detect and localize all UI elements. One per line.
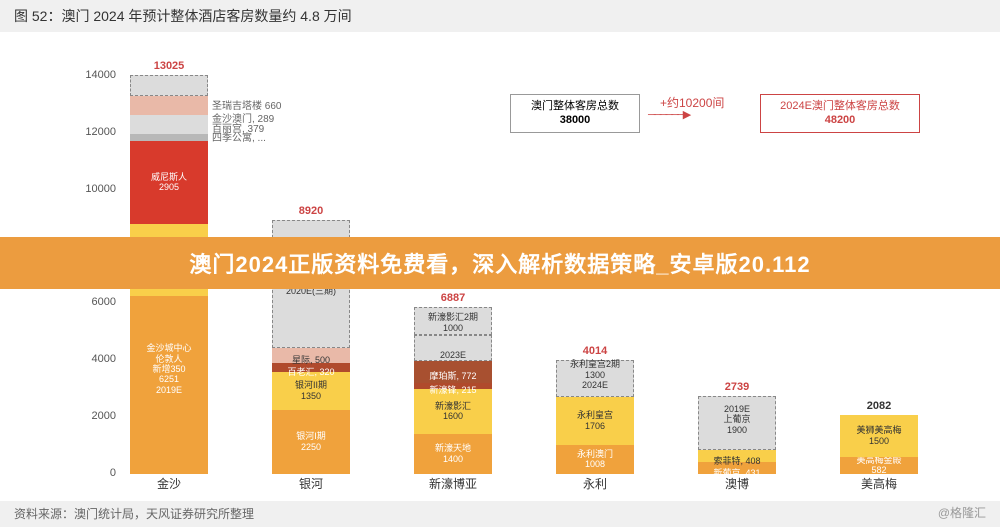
future-total: 4014 — [556, 345, 634, 357]
side-label: 金沙澳门, 289 — [212, 110, 274, 125]
segment-label: 新濠锋, 215 — [414, 385, 492, 395]
segment-label: 新濠影汇2期 1000 — [414, 312, 492, 333]
segment-label: 银河I期 2250 — [272, 431, 350, 452]
callout-title: 澳门整体客房总数 — [517, 99, 633, 113]
chart-title: 图 52：澳门 2024 年预计整体酒店客房数量约 4.8 万间 — [0, 0, 1000, 32]
category-label: 新濠博亚 — [414, 475, 492, 492]
segment-label: 永利皇宫2期 1300 2024E — [556, 359, 634, 390]
y-tick-label: 14000 — [60, 69, 116, 81]
segment-label: 新濠影汇 1600 — [414, 401, 492, 422]
future-total: 8920 — [272, 205, 350, 217]
category-label: 美高梅 — [840, 475, 918, 492]
segment-label: 摩珀斯, 772 — [414, 371, 492, 381]
now-total: 2082 — [840, 400, 918, 412]
future-total: 2739 — [698, 381, 776, 393]
segment — [130, 134, 208, 141]
overlay-banner: 澳门2024正版资料免费看，深入解析数据策略_安卓版20.112 — [0, 237, 1000, 289]
segment-label: 美高梅金殿 582 — [840, 455, 918, 476]
segment — [130, 96, 208, 115]
segment-label: 索菲特, 408 — [698, 456, 776, 466]
y-tick-label: 0 — [60, 467, 116, 479]
future-total: 13025 — [130, 60, 208, 72]
y-tick-label: 12000 — [60, 126, 116, 138]
segment-label: 威尼斯人 2905 — [130, 172, 208, 193]
arrow-right-icon: ──────▶ — [648, 108, 689, 121]
y-tick-label: 2000 — [60, 410, 116, 422]
segment-label: 美狮美高梅 1500 — [840, 425, 918, 446]
callout-now-box: 澳门整体客房总数38000 — [510, 94, 640, 133]
watermark: @格隆汇 — [938, 504, 986, 521]
segment-label: 永利皇宫 1706 — [556, 410, 634, 431]
y-tick-label: 6000 — [60, 296, 116, 308]
segment-label: 永利澳门 1008 — [556, 449, 634, 470]
future-total: 6887 — [414, 292, 492, 304]
segment-label: 2023E — [414, 350, 492, 360]
segment-label: 银河II期 1350 — [272, 380, 350, 401]
segment-label: 百老汇, 320 — [272, 367, 350, 377]
callout-future-box: 2024E澳门整体客房总数48200 — [760, 94, 920, 133]
segment — [130, 115, 208, 123]
segment-label: 新濠天地 1400 — [414, 443, 492, 464]
segment-label: 金沙城中心 伦敦人 新增350 6251 2019E — [130, 343, 208, 395]
segment-label: 星际, 500 — [272, 355, 350, 365]
category-label: 金沙 — [130, 475, 208, 492]
source-note: 资料来源：澳门统计局，天风证券研究所整理 — [0, 501, 1000, 527]
category-label: 银河 — [272, 475, 350, 492]
segment — [130, 123, 208, 134]
segment-label: 2019E 上葡京 1900 — [698, 404, 776, 435]
segment-future — [130, 75, 208, 96]
y-tick-label: 10000 — [60, 183, 116, 195]
y-tick-label: 4000 — [60, 353, 116, 365]
category-label: 永利 — [556, 475, 634, 492]
category-label: 澳博 — [698, 475, 776, 492]
